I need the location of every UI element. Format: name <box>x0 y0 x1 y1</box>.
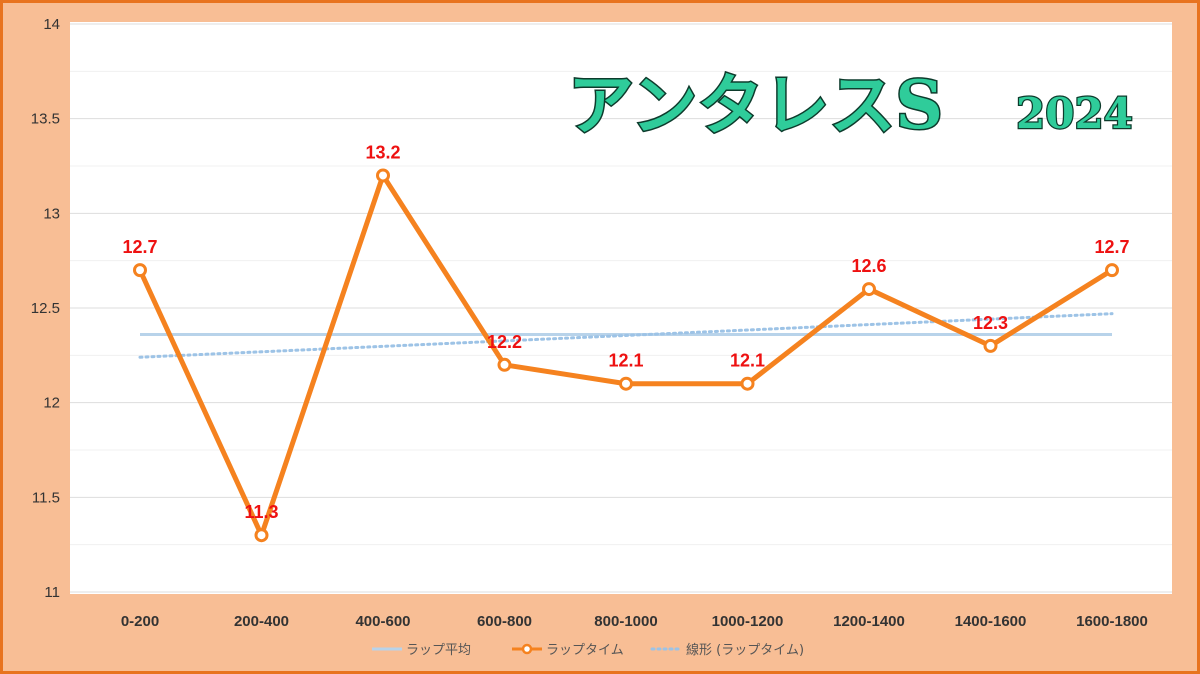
data-point <box>254 528 269 543</box>
data-label: 12.1 <box>730 351 765 371</box>
data-points <box>133 168 1119 543</box>
data-label: 13.2 <box>365 142 400 162</box>
data-label: 11.3 <box>244 502 278 522</box>
y-tick-label: 11 <box>44 584 60 601</box>
data-label: 12.2 <box>487 332 522 352</box>
chart-title-main: アンタレスS <box>568 66 943 144</box>
chart-title-year: 2024 <box>1016 89 1133 138</box>
legend-label-lap-time: ラップタイム <box>546 643 624 658</box>
x-tick-label: 1000-1200 <box>712 613 784 630</box>
y-tick-label: 13.5 <box>31 111 60 128</box>
x-tick-label: 1400-1600 <box>955 613 1027 630</box>
chart-title: アンタレスS 2024 <box>567 65 1135 146</box>
x-tick-label: 0-200 <box>121 613 159 630</box>
data-label: 12.7 <box>1094 237 1129 257</box>
data-label: 12.7 <box>122 237 157 257</box>
data-point <box>133 263 147 278</box>
x-tick-label: 200-400 <box>234 613 289 630</box>
data-point <box>497 357 512 372</box>
legend-marker-lap-time <box>521 643 533 655</box>
y-tick-label: 13 <box>43 205 60 222</box>
legend-label-trend: 線形 (ラップタイム) <box>686 642 804 658</box>
x-axis-ticks: 0-200 200-400 400-600 600-800 800-1000 1000-1… <box>121 613 1148 630</box>
x-tick-label: 600-800 <box>477 613 532 630</box>
data-label: 12.1 <box>608 351 643 371</box>
y-tick-label: 12.5 <box>31 300 60 317</box>
data-point <box>740 376 755 391</box>
gridlines <box>70 23 1172 593</box>
legend: ラップ平均 ラップタイム 線形 (ラップタイム) <box>372 642 804 658</box>
data-point <box>862 282 876 297</box>
data-labels: 12.7 11.3 13.2 12.2 12.1 12.1 12.6 12.3 12.7 <box>122 142 1129 522</box>
x-tick-label: 1200-1400 <box>833 613 905 630</box>
data-point <box>619 376 633 391</box>
series-line-trend <box>138 312 1114 359</box>
data-label: 12.6 <box>851 256 886 276</box>
x-tick-label: 1600-1800 <box>1076 613 1148 630</box>
data-point <box>1105 263 1119 278</box>
data-label: 12.3 <box>973 313 1008 333</box>
y-tick-label: 14 <box>43 16 60 33</box>
data-point <box>376 168 390 183</box>
legend-label-average: ラップ平均 <box>406 643 471 658</box>
data-point <box>983 338 998 353</box>
y-tick-label: 12 <box>43 395 60 412</box>
y-tick-label: 11.5 <box>32 489 60 506</box>
y-axis-ticks: 11 11.5 12 12.5 13 13.5 14 <box>31 16 60 601</box>
x-tick-label: 400-600 <box>355 613 410 630</box>
x-tick-label: 800-1000 <box>594 613 657 630</box>
